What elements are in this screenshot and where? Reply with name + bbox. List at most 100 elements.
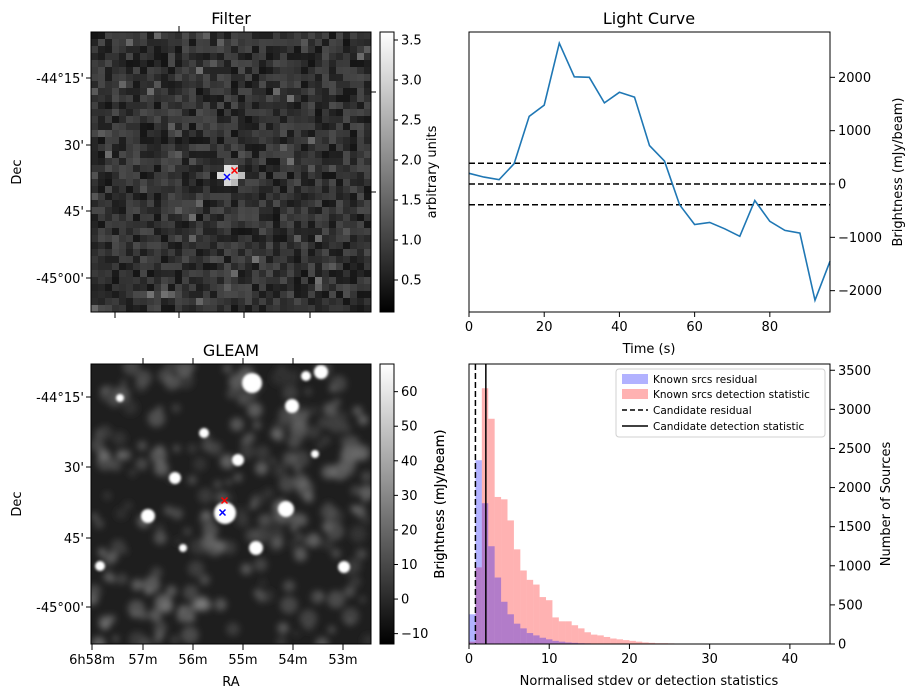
y-tick-label: 2500 [838, 442, 871, 457]
histogram-bar [501, 499, 508, 644]
histogram-bar [546, 600, 553, 644]
y-tick-label: −2000 [838, 284, 882, 299]
gleam-xtick-1: 6h58m [69, 653, 115, 668]
histogram-bar [494, 496, 502, 644]
histogram-bar [623, 640, 630, 644]
filter-colorbar [379, 31, 395, 313]
colorbar-tick-label: 10 [401, 558, 418, 573]
histogram-frame [468, 363, 831, 645]
gleam-xtick-5: 54m [278, 653, 307, 668]
gleam-xtick-6: 53m [328, 653, 357, 668]
histogram-bar [507, 614, 514, 644]
colorbar-tick-label: 3.0 [401, 74, 422, 89]
y-tick-label: −1000 [838, 231, 882, 246]
histogram-bar [475, 567, 482, 644]
histogram-bar [635, 641, 643, 644]
histogram-bar [648, 642, 656, 644]
colorbar-tick-label: 30 [401, 489, 418, 504]
filter-tick-marks [86, 26, 376, 318]
histogram-bar [533, 635, 540, 644]
gleam-xtick-4: 55m [228, 653, 257, 668]
gleam-image [91, 364, 371, 644]
colorbar-tick-label: 60 [401, 385, 418, 400]
gleam-title: GLEAM [203, 341, 259, 360]
x-tick-label: 80 [762, 320, 779, 335]
histogram-bar [546, 639, 553, 644]
gleam-colorbar-ticks: −10 0 10 20 30 40 50 60 [394, 385, 428, 642]
histogram-bar [501, 601, 508, 644]
histogram-bar [526, 579, 534, 644]
legend-label-candidate-residual: Candidate residual [653, 405, 752, 417]
gleam-xtick-2: 57m [128, 653, 157, 668]
histogram-bar [469, 641, 476, 644]
histogram-bar [552, 617, 559, 644]
histogram-bar [642, 642, 649, 644]
histogram-legend: Known srcs residual Known srcs detection… [615, 368, 826, 438]
histogram-bar [629, 640, 636, 644]
colorbar-tick-label: 50 [401, 420, 418, 435]
filter-ylabel: Dec [10, 159, 25, 184]
histogram-bar [520, 570, 527, 644]
histogram-bar [469, 614, 476, 644]
colorbar-tick-label: 0 [401, 593, 409, 608]
x-tick-label: 20 [536, 320, 553, 335]
x-tick-label: 40 [611, 320, 628, 335]
filter-ytick-4: -45°00' [36, 272, 84, 287]
gleam-ytick-4: -45°00' [36, 601, 84, 616]
histogram-bar [488, 546, 495, 644]
y-tick-label: 1000 [838, 559, 871, 574]
gleam-ylabel: Dec [10, 491, 25, 516]
histogram-bar [475, 460, 482, 644]
light-curve-frame [468, 31, 831, 313]
y-tick-label: 3000 [838, 403, 871, 418]
histogram-bar [571, 625, 579, 644]
histogram-bar [507, 520, 514, 644]
histogram-bar [481, 388, 489, 644]
y-tick-label: 0 [838, 178, 846, 193]
histogram-bar [571, 642, 579, 644]
histogram-bar [488, 418, 495, 644]
histogram-bar [603, 636, 611, 644]
histogram-bar [584, 632, 591, 644]
histogram-bar [565, 642, 572, 644]
histogram-bar [578, 628, 585, 644]
y-tick-label: 2000 [838, 481, 871, 496]
x-tick-label: 60 [686, 320, 703, 335]
colorbar-tick-label: 1.5 [401, 194, 422, 209]
y-tick-label: 1500 [838, 520, 871, 535]
legend-label-residual: Known srcs residual [653, 374, 757, 386]
filter-colorbar-label: arbitrary units [425, 125, 440, 218]
histogram-bar [526, 633, 534, 644]
histogram-xlabel: Normalised stdev or detection statistics [520, 674, 779, 689]
gleam-tick-marks [86, 358, 344, 650]
x-tick-label: 0 [465, 320, 473, 335]
gleam-blue-marker [218, 508, 227, 517]
legend-label-detection: Known srcs detection statistic [653, 389, 810, 401]
histogram-bar [533, 584, 540, 644]
legend-box [615, 368, 826, 438]
filter-markers [223, 166, 239, 181]
histogram-bar [513, 623, 521, 644]
filter-blue-marker [223, 173, 231, 181]
histogram-bar [552, 640, 559, 644]
histogram-bar [481, 503, 489, 644]
histogram-ylabel: Number of Sources [879, 442, 894, 567]
filter-ytick-1: -44°15' [36, 72, 84, 87]
legend-swatch-residual [622, 374, 648, 384]
legend-swatch-detection [622, 389, 648, 399]
histogram-bar [616, 639, 624, 644]
filter-panel: Filter Dec -44°15' 30' 45' -45°00' 0.5 1.… [10, 9, 440, 318]
histogram-bar [494, 577, 502, 644]
gleam-colorbar-label: Brightness (mJy/beam) [433, 430, 448, 579]
gleam-xlabel: RA [222, 675, 240, 690]
histogram-bar [520, 628, 527, 644]
legend-label-candidate-detection: Candidate detection statistic [653, 421, 805, 433]
gleam-ytick-3: 45' [64, 532, 84, 547]
colorbar-tick-label: 2.0 [401, 154, 422, 169]
filter-title: Filter [211, 9, 251, 28]
colorbar-tick-label: 3.5 [401, 34, 422, 49]
gleam-red-marker [220, 496, 229, 505]
gleam-ytick-1: -44°15' [36, 391, 84, 406]
light-curve-title: Light Curve [603, 9, 695, 28]
